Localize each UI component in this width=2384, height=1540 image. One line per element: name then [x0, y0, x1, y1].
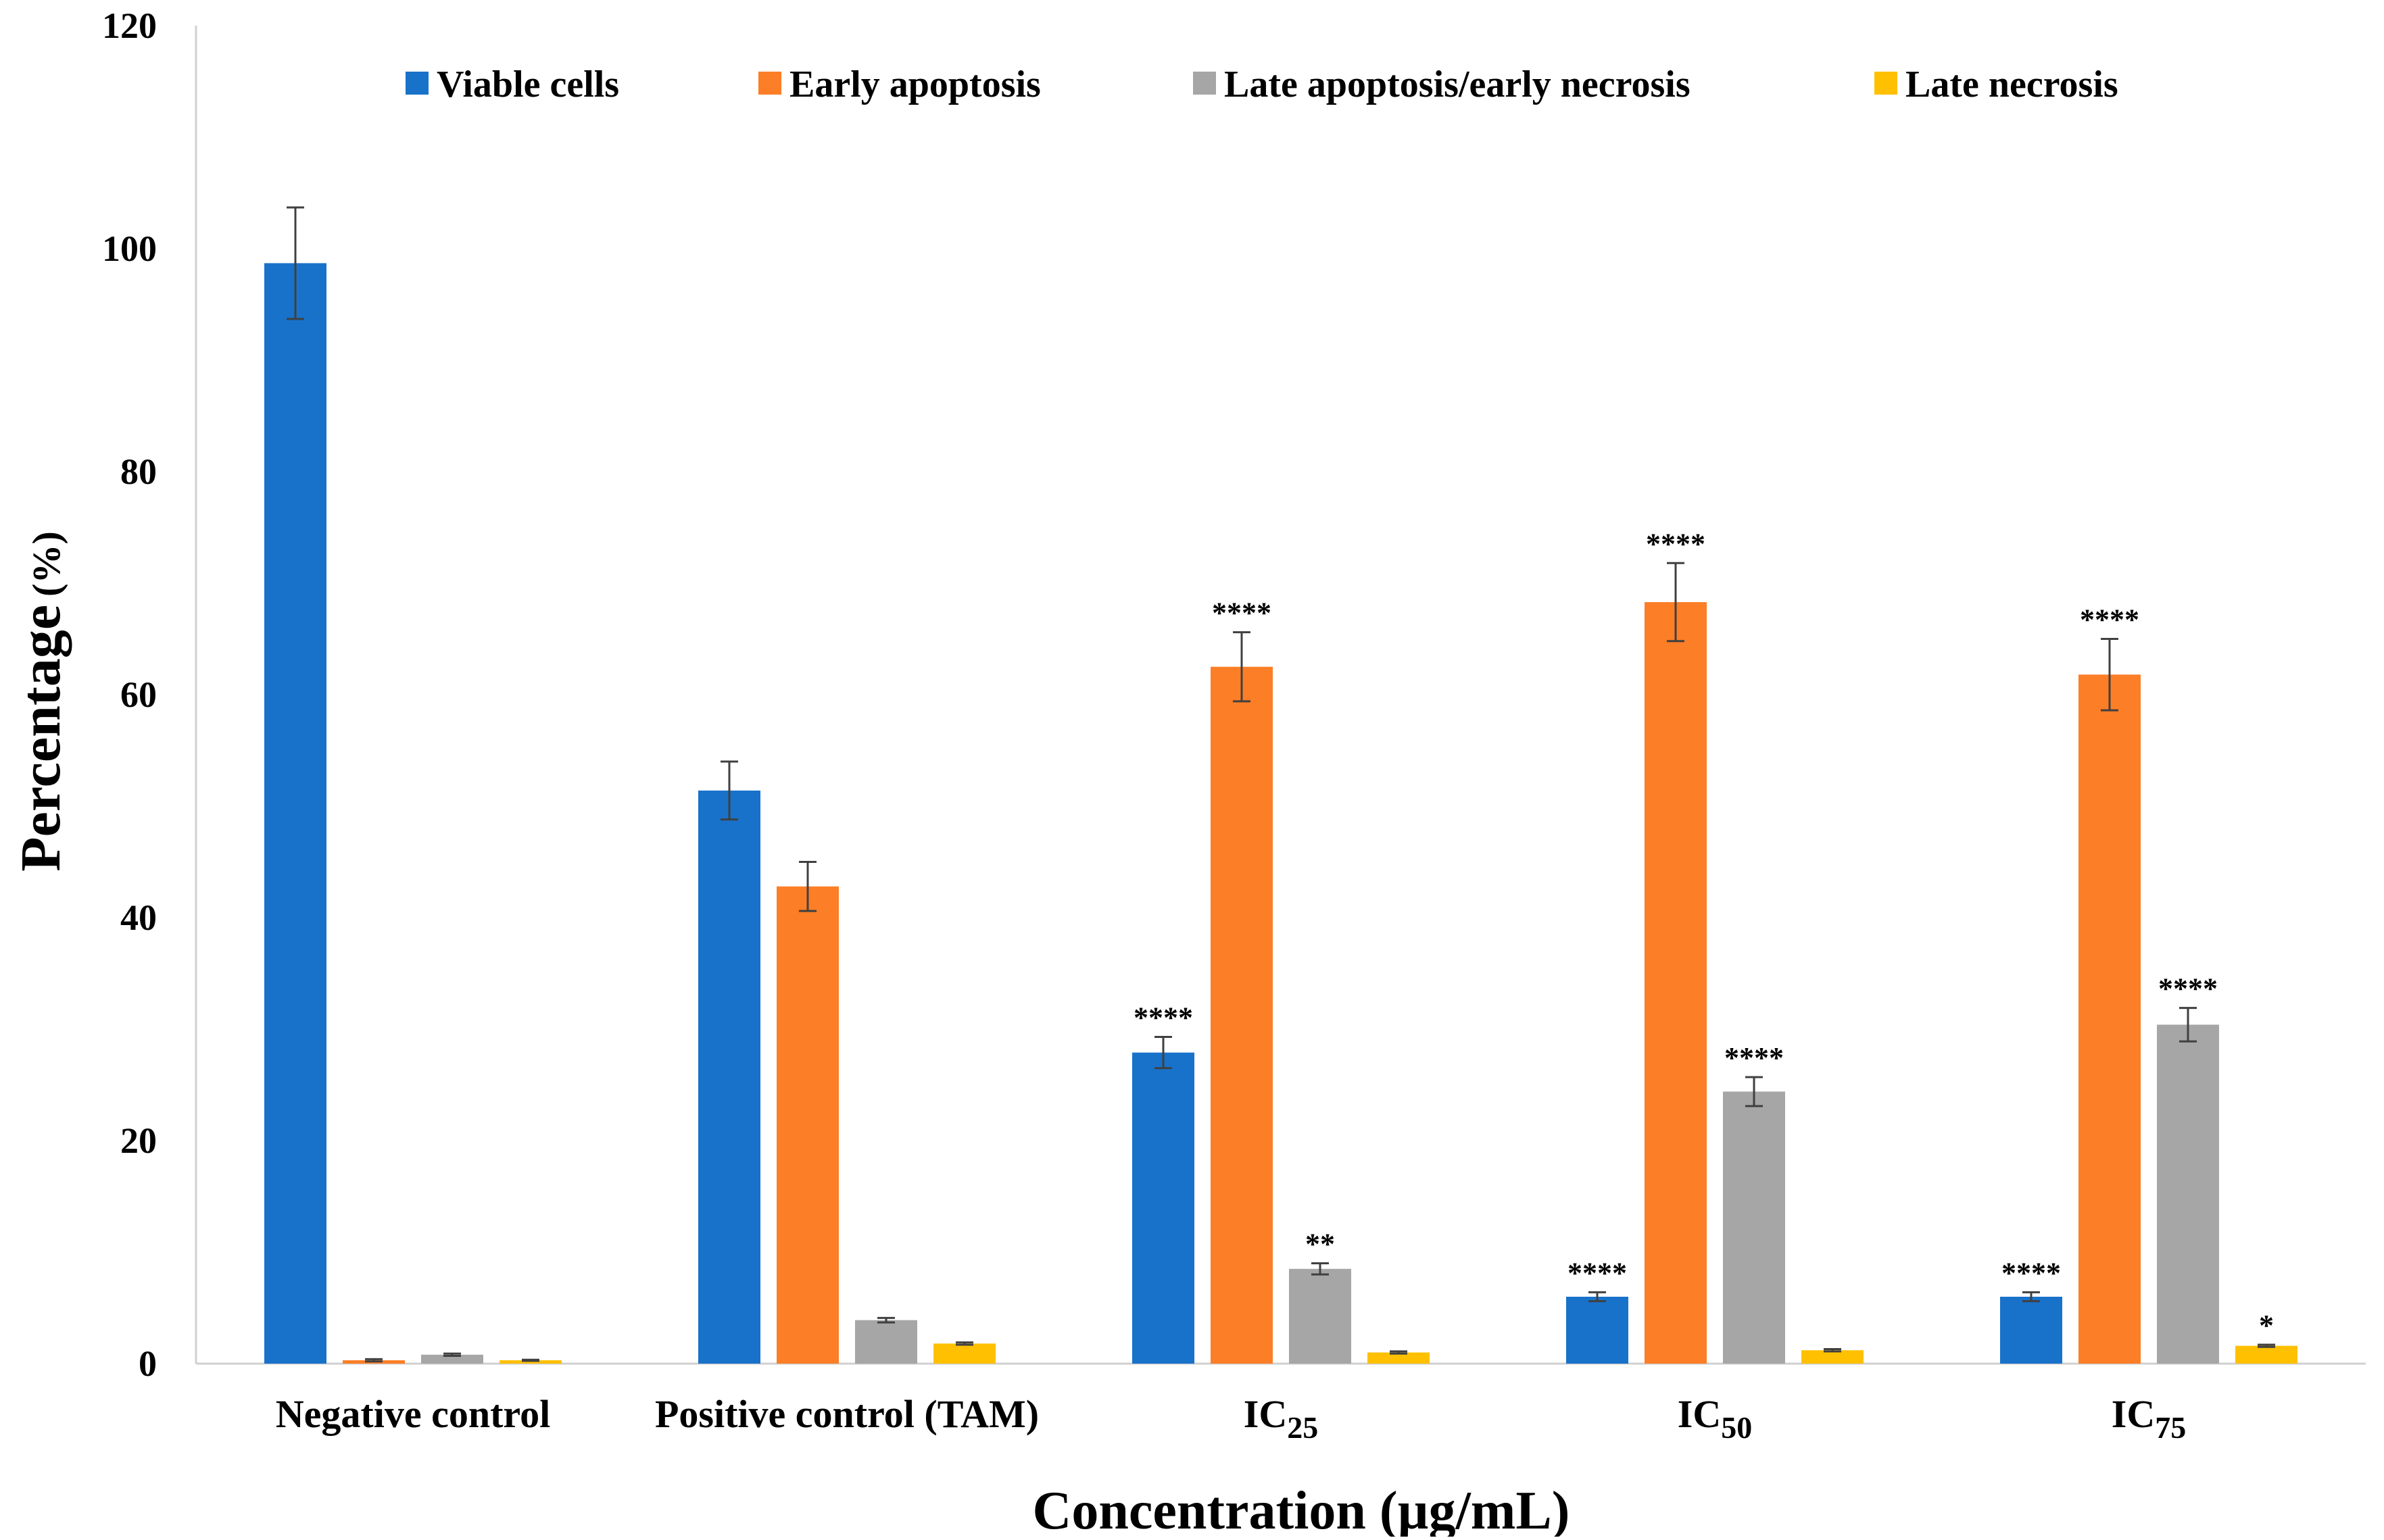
- bar: [500, 1360, 562, 1364]
- x-tick-label-main: Positive control (TAM): [655, 1392, 1039, 1436]
- bar: [2157, 1024, 2219, 1364]
- y-tick-label: 120: [102, 5, 157, 46]
- x-tick-label-subscript: 25: [1287, 1410, 1318, 1445]
- category-labels: Negative control Positive control (TAM) IC…: [276, 1392, 2186, 1445]
- significance-label: ****: [1724, 1041, 1784, 1074]
- bar: [264, 263, 326, 1364]
- y-axis-title-unit: (%): [24, 531, 68, 597]
- legend-swatch: [1874, 72, 1897, 95]
- bar: [933, 1343, 996, 1364]
- x-tick-label-main: IC: [1678, 1392, 1721, 1436]
- y-tick-label: 0: [139, 1343, 157, 1384]
- x-tick-label: Positive control (TAM): [655, 1392, 1039, 1436]
- legend-swatch: [758, 72, 781, 95]
- bar: [698, 790, 760, 1364]
- y-axis-title: Percentage (%): [9, 531, 72, 872]
- x-tick-label-subscript: 75: [2155, 1410, 2186, 1445]
- bar: [1367, 1352, 1430, 1364]
- bar: [1566, 1297, 1628, 1364]
- bar: [1132, 1052, 1194, 1364]
- x-tick-label-main: IC: [2112, 1392, 2155, 1436]
- x-tick-label-main: IC: [1244, 1392, 1287, 1436]
- significance-label: ****: [1212, 597, 1271, 630]
- bar: [421, 1354, 483, 1364]
- bar: [855, 1320, 917, 1364]
- x-tick-label: IC25: [1244, 1392, 1318, 1445]
- bar-groups: ***********************************: [264, 206, 2297, 1364]
- legend-label: Late apoptosis/early necrosis: [1224, 64, 1690, 105]
- significance-label: **: [1305, 1228, 1335, 1261]
- legend-label: Early apoptosis: [789, 64, 1041, 105]
- significance-label: ****: [2080, 603, 2139, 637]
- bar: [777, 886, 839, 1364]
- y-tick-label: 80: [120, 451, 157, 492]
- y-tick-label: 60: [120, 674, 157, 715]
- x-axis-title: Concentration (µg/mL): [1033, 1481, 1570, 1537]
- y-tick-label: 40: [120, 897, 157, 938]
- legend-swatch: [1193, 72, 1216, 95]
- y-tick-labels: 0 20 40 60 80 100 120: [102, 5, 157, 1384]
- bar: [2000, 1297, 2062, 1364]
- significance-label: *: [2259, 1309, 2274, 1342]
- legend-label: Viable cells: [437, 64, 619, 105]
- x-tick-label: IC50: [1678, 1392, 1752, 1445]
- bar: [1645, 602, 1707, 1364]
- x-tick-label: IC75: [2112, 1392, 2186, 1445]
- bar: [1801, 1350, 1864, 1364]
- y-tick-label: 20: [120, 1120, 157, 1161]
- significance-label: ****: [1567, 1256, 1627, 1289]
- legend-swatch: [406, 72, 429, 95]
- bar: [2078, 674, 2141, 1364]
- bar: [1289, 1268, 1351, 1364]
- significance-label: ****: [2158, 972, 2218, 1005]
- y-tick-label: 100: [102, 228, 157, 269]
- y-axis-title-main: Percentage: [9, 605, 72, 872]
- x-tick-label-subscript: 50: [1721, 1410, 1752, 1445]
- legend: Viable cells Early apoptosis Late apoptosi…: [406, 64, 2118, 105]
- bar: [2235, 1345, 2297, 1364]
- x-tick-label-main: Negative control: [276, 1392, 550, 1436]
- significance-label: ****: [1646, 527, 1705, 560]
- bar: [1723, 1091, 1785, 1364]
- bar: [1211, 666, 1273, 1364]
- legend-label: Late necrosis: [1905, 64, 2118, 105]
- significance-label: ****: [1134, 1001, 1193, 1035]
- significance-label: ****: [2001, 1256, 2061, 1289]
- x-tick-label: Negative control: [276, 1392, 550, 1436]
